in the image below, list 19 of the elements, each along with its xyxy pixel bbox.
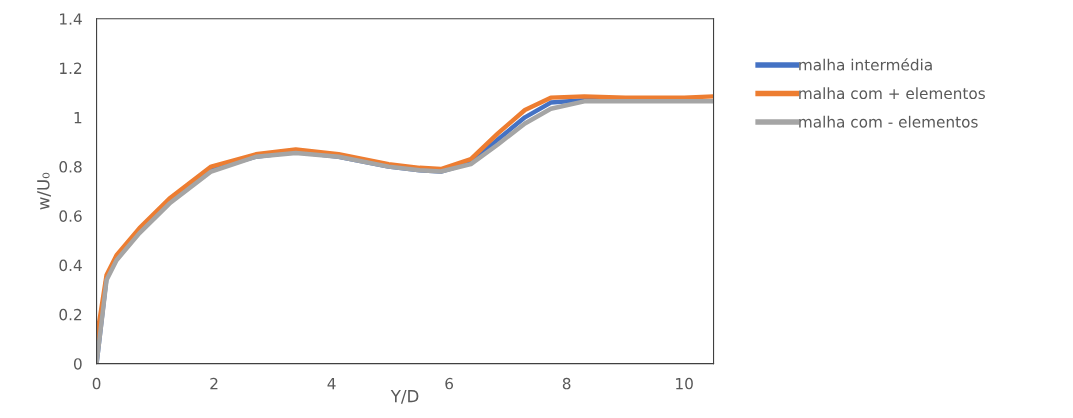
y-tick-label: 0 bbox=[73, 358, 82, 370]
legend-label: malha com + elementos bbox=[799, 87, 985, 100]
y-tick-label: 0.2 bbox=[59, 308, 82, 321]
x-tick-label: 8 bbox=[562, 377, 571, 390]
x-tick-label: 10 bbox=[676, 377, 693, 390]
x-tick-label: 4 bbox=[327, 378, 336, 390]
x-tick-label: 2 bbox=[210, 377, 218, 390]
x-tick-label: 0 bbox=[92, 377, 101, 390]
legend-label: malha com - elementos bbox=[799, 115, 978, 128]
y-tick-label: 1.4 bbox=[60, 13, 82, 25]
y-tick-label: 0.6 bbox=[59, 210, 82, 222]
x-tick-label: 6 bbox=[445, 377, 454, 390]
y-tick-label: 0.8 bbox=[59, 161, 82, 173]
y-tick-label: 0.4 bbox=[59, 259, 82, 272]
y-axis-title: w/U₀ bbox=[37, 172, 51, 210]
y-tick-label: 1.2 bbox=[60, 62, 82, 74]
y-tick-label: 1 bbox=[74, 112, 82, 124]
legend-label: malha intermédia bbox=[799, 58, 932, 71]
x-axis-title: Y/D bbox=[390, 390, 419, 404]
